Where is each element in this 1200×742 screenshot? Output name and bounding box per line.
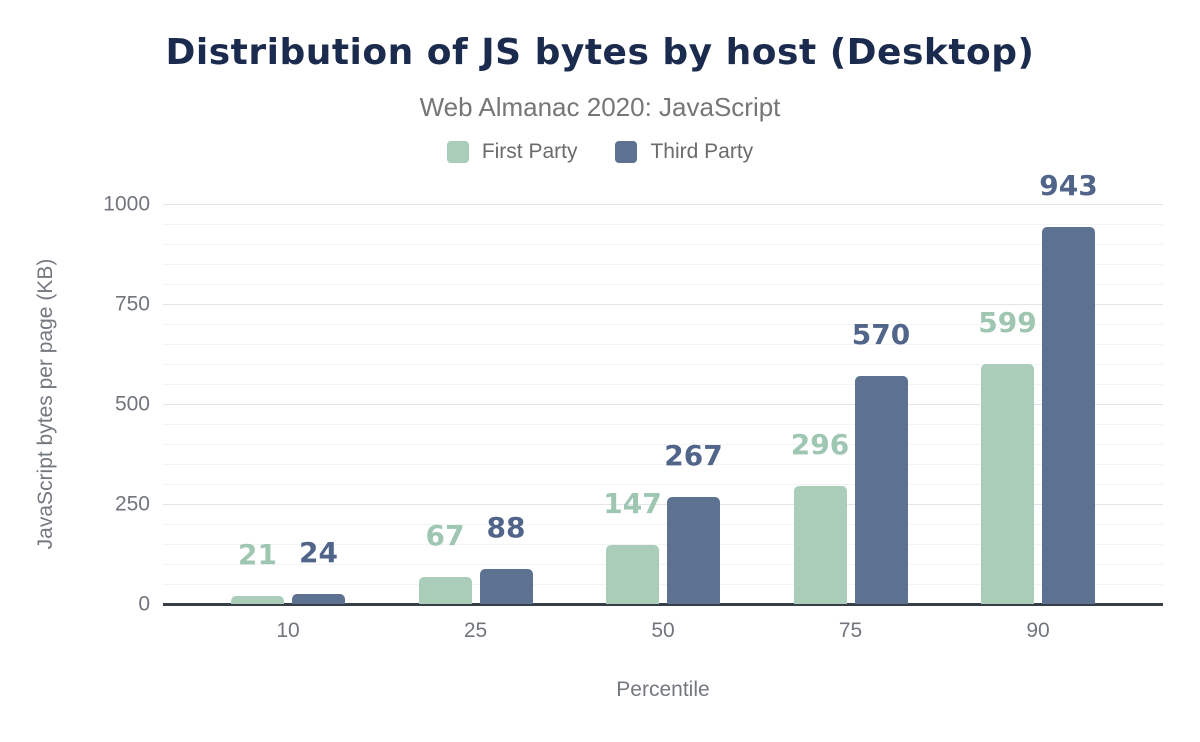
chart-subtitle: Web Almanac 2020: JavaScript — [419, 92, 781, 122]
minor-gridline — [163, 284, 1163, 285]
minor-gridline — [163, 224, 1163, 225]
bar-third-party-p10 — [292, 594, 345, 604]
minor-gridline — [163, 564, 1163, 565]
minor-gridline — [163, 444, 1163, 445]
minor-gridline — [163, 384, 1163, 385]
bar-first-party-p50 — [606, 545, 659, 604]
y-tick-label: 500 — [114, 392, 150, 416]
y-tick-label: 750 — [114, 292, 150, 316]
bar-value-label: 570 — [851, 318, 911, 351]
minor-gridline — [163, 584, 1163, 585]
y-tick-label: 1000 — [103, 192, 150, 216]
x-tick-label-90: 90 — [1026, 619, 1050, 642]
bar-value-label: 67 — [425, 519, 465, 553]
bar-third-party-p75 — [854, 376, 908, 604]
minor-gridline — [163, 484, 1163, 485]
bar-first-party-p10 — [231, 595, 284, 604]
bar-first-party-p90 — [981, 364, 1034, 604]
x-tick-label-75: 75 — [838, 619, 863, 642]
legend-item-third-party: Third Party — [615, 140, 753, 164]
bar-value-label: 943 — [1039, 168, 1098, 202]
x-axis-line — [163, 603, 1163, 606]
bar-value-label: 21 — [238, 537, 277, 571]
bar-third-party-p25 — [479, 568, 533, 604]
y-tick-label: 0 — [138, 592, 150, 616]
minor-gridline — [163, 244, 1163, 245]
bar-value-label: 599 — [978, 306, 1037, 340]
major-gridline — [163, 204, 1163, 205]
minor-gridline — [163, 524, 1163, 525]
major-gridline — [163, 504, 1163, 505]
y-tick-label: 250 — [114, 492, 150, 516]
bar-first-party-p75 — [793, 485, 847, 604]
bar-third-party-p50 — [667, 497, 720, 604]
bar-first-party-p25 — [418, 577, 472, 604]
bar-value-label: 147 — [603, 487, 662, 521]
x-axis-title: Percentile — [616, 678, 710, 701]
legend: First Party Third Party — [0, 140, 1200, 164]
x-tick-label-25: 25 — [463, 619, 488, 642]
chart-title: Distribution of JS bytes by host (Deskto… — [165, 32, 1035, 73]
legend-item-first-party: First Party — [446, 140, 578, 164]
bar-value-label: 24 — [299, 536, 338, 570]
legend-label: First Party — [481, 140, 578, 163]
minor-gridline — [163, 324, 1163, 325]
plot-area: 21 24 67 88 147 267 296 570 599 943 — [163, 171, 1163, 606]
minor-gridline — [163, 464, 1163, 465]
legend-swatch-icon — [615, 141, 638, 163]
major-gridline — [163, 304, 1163, 305]
x-tick-label-10: 10 — [276, 619, 300, 642]
minor-gridline — [163, 424, 1163, 425]
legend-label: Third Party — [650, 140, 754, 163]
minor-gridline — [163, 544, 1163, 545]
bar-value-label: 88 — [486, 510, 526, 544]
x-tick-label-50: 50 — [651, 619, 675, 642]
bar-value-label: 267 — [664, 439, 723, 473]
major-gridline — [163, 404, 1163, 405]
bar-third-party-p90 — [1042, 226, 1095, 604]
minor-gridline — [163, 364, 1163, 365]
minor-gridline — [163, 344, 1163, 345]
minor-gridline — [163, 264, 1163, 265]
bar-value-label: 296 — [790, 427, 850, 461]
legend-swatch-icon — [446, 141, 469, 163]
